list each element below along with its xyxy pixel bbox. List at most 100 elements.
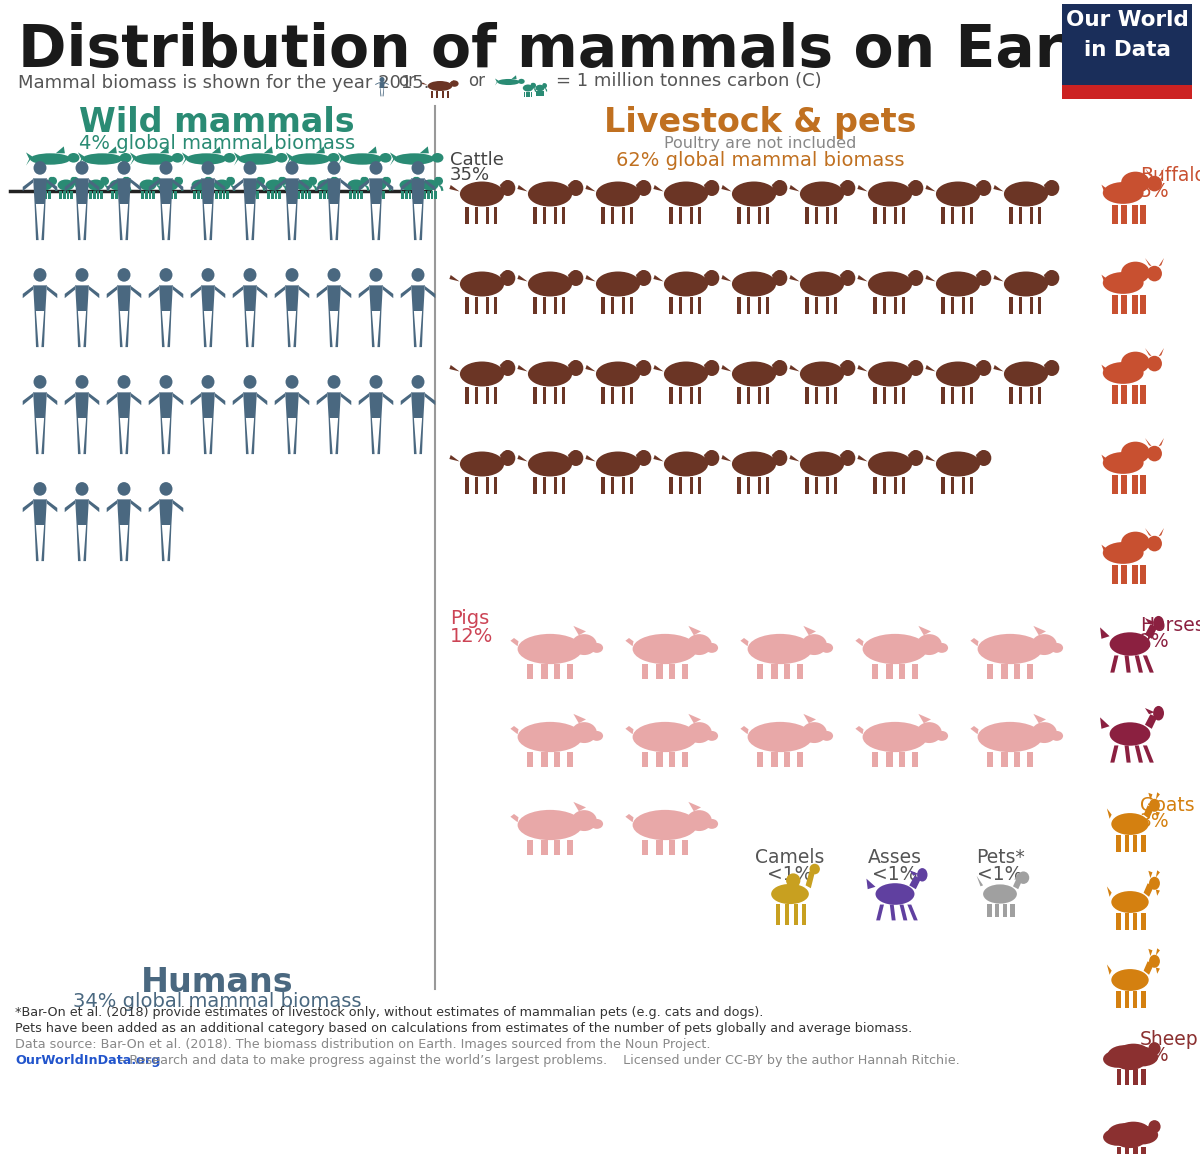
Ellipse shape	[101, 177, 106, 183]
Polygon shape	[840, 180, 851, 192]
Polygon shape	[378, 310, 382, 347]
Ellipse shape	[118, 268, 131, 282]
Ellipse shape	[596, 271, 640, 297]
Bar	[874, 297, 877, 314]
Bar	[912, 752, 918, 767]
Ellipse shape	[370, 268, 383, 282]
Polygon shape	[1158, 439, 1164, 447]
Ellipse shape	[76, 482, 89, 496]
Ellipse shape	[257, 177, 262, 183]
Ellipse shape	[1116, 1043, 1151, 1064]
Ellipse shape	[1150, 799, 1160, 811]
Bar	[466, 387, 469, 404]
Bar	[872, 752, 878, 767]
Polygon shape	[149, 500, 160, 512]
Bar	[278, 190, 281, 198]
Ellipse shape	[160, 162, 173, 174]
Polygon shape	[1102, 275, 1109, 282]
Ellipse shape	[58, 180, 74, 190]
Text: Humans: Humans	[140, 966, 293, 999]
Polygon shape	[230, 185, 235, 192]
Bar	[815, 207, 818, 224]
Bar	[541, 664, 547, 680]
Bar	[826, 297, 829, 314]
Ellipse shape	[152, 177, 158, 183]
Bar	[223, 190, 226, 198]
Ellipse shape	[664, 361, 708, 387]
Bar	[1027, 664, 1033, 680]
Polygon shape	[214, 285, 226, 298]
Polygon shape	[65, 179, 76, 192]
Polygon shape	[1145, 529, 1152, 537]
Bar	[305, 190, 307, 198]
Polygon shape	[88, 179, 100, 192]
Bar	[961, 477, 965, 494]
Ellipse shape	[632, 634, 697, 664]
Ellipse shape	[500, 180, 515, 196]
Ellipse shape	[800, 181, 844, 207]
Bar	[1132, 295, 1138, 314]
Polygon shape	[382, 392, 394, 405]
Polygon shape	[149, 392, 160, 405]
Bar	[553, 297, 557, 314]
Bar	[901, 297, 906, 314]
Bar	[682, 664, 688, 680]
Polygon shape	[994, 185, 1003, 192]
Bar	[379, 190, 382, 198]
Polygon shape	[88, 500, 100, 512]
Polygon shape	[23, 285, 34, 298]
Ellipse shape	[1114, 1129, 1146, 1148]
Ellipse shape	[1050, 730, 1063, 741]
Bar	[1030, 387, 1033, 404]
Polygon shape	[383, 88, 384, 97]
Polygon shape	[1100, 718, 1110, 729]
Text: Distribution of mammals on Earth: Distribution of mammals on Earth	[18, 22, 1133, 78]
Polygon shape	[76, 285, 89, 310]
Polygon shape	[329, 204, 332, 240]
Polygon shape	[107, 179, 118, 192]
Polygon shape	[1158, 349, 1164, 357]
Polygon shape	[252, 204, 256, 240]
Bar	[874, 387, 877, 404]
Bar	[562, 477, 565, 494]
Bar	[271, 190, 274, 198]
Polygon shape	[65, 285, 76, 298]
Ellipse shape	[517, 634, 582, 664]
Polygon shape	[568, 270, 578, 282]
Polygon shape	[1156, 870, 1160, 877]
Text: Livestock & pets: Livestock & pets	[604, 106, 917, 138]
Bar	[941, 477, 944, 494]
Polygon shape	[857, 185, 868, 192]
Bar	[611, 477, 614, 494]
Polygon shape	[390, 152, 396, 166]
Polygon shape	[161, 310, 164, 347]
Ellipse shape	[286, 162, 299, 174]
Polygon shape	[179, 185, 184, 192]
Bar	[562, 207, 565, 224]
Polygon shape	[925, 455, 936, 462]
Polygon shape	[76, 500, 89, 525]
Ellipse shape	[265, 180, 282, 190]
Bar	[1002, 664, 1008, 680]
Bar	[48, 190, 50, 198]
Ellipse shape	[908, 180, 923, 196]
Bar	[656, 840, 662, 855]
Ellipse shape	[802, 635, 827, 655]
Ellipse shape	[1044, 180, 1060, 196]
Polygon shape	[233, 285, 244, 298]
Ellipse shape	[379, 77, 384, 82]
Polygon shape	[282, 185, 288, 192]
Bar	[466, 207, 469, 224]
Ellipse shape	[1004, 361, 1048, 387]
Ellipse shape	[917, 722, 942, 743]
Polygon shape	[574, 714, 586, 724]
Bar	[805, 477, 809, 494]
Polygon shape	[721, 455, 732, 462]
Ellipse shape	[223, 153, 235, 163]
Polygon shape	[413, 418, 416, 455]
Bar	[894, 387, 898, 404]
Polygon shape	[317, 392, 328, 405]
Text: Camels: Camels	[755, 848, 824, 867]
Bar	[527, 840, 533, 855]
Ellipse shape	[328, 153, 340, 163]
